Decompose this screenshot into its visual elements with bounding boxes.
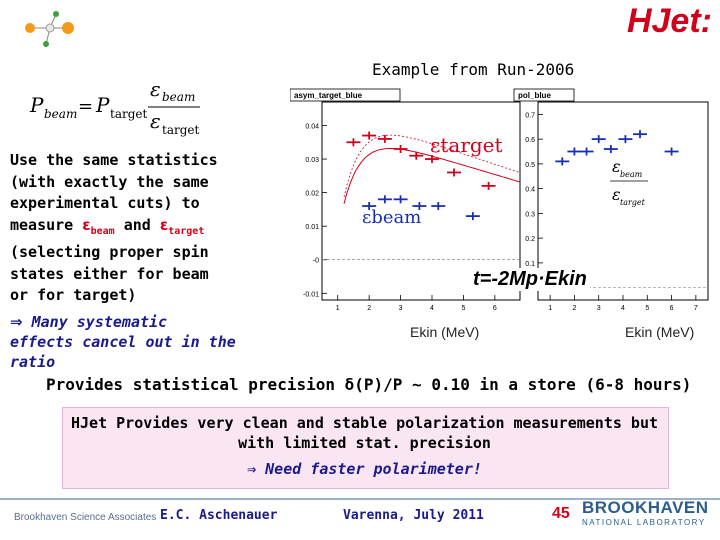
eps-target-label: εtarget	[430, 133, 503, 157]
t-formula-label: t=-2Mp·Ekin	[470, 268, 590, 291]
method-description: Use the same statistics (with exactly th…	[10, 150, 280, 307]
x-axis-label-left: Ekin (MeV)	[410, 324, 480, 340]
method-text: measure	[10, 215, 83, 234]
left-y-tick-label: -0.01	[303, 291, 319, 298]
footer-place: Varenna, July 2011	[343, 508, 484, 523]
left-x-tick-label: 2	[367, 305, 371, 312]
page-number: 45	[552, 505, 570, 522]
svg-text:beam: beam	[620, 170, 643, 179]
left-x-tick-label: 1	[336, 305, 340, 312]
footer-author: E.C. Aschenauer	[160, 508, 278, 523]
formula-num-eps: ε	[150, 78, 161, 101]
summary-line: HJet Provides very clean and stable pola…	[71, 414, 658, 432]
epsilon-sub: beam	[90, 225, 115, 237]
method-line: states either for beam	[10, 264, 209, 283]
formula-eq: =	[78, 96, 93, 117]
method-line: measure εbeam and εtarget	[10, 215, 280, 243]
slide-subtitle: Example from Run-2006	[372, 60, 575, 79]
left-x-tick-label: 6	[493, 305, 497, 312]
left-y-tick-label: 0.02	[305, 191, 319, 198]
formula-rhs-sub: target	[110, 107, 147, 121]
need-polarimeter: ⇒ Need faster polarimeter!	[247, 460, 482, 478]
left-y-tick-label: 0.01	[305, 224, 319, 231]
asymmetry-plots: asym_target_blue pol_blue -0.01 -0 0.01 0.0…	[290, 88, 709, 312]
systematic-text: Many systematic	[22, 313, 168, 331]
formula-lhs: P	[29, 93, 44, 117]
eps-beam-label: εbeam	[362, 207, 421, 228]
left-x-tick-label: 5	[461, 305, 465, 312]
molecule-logo-icon	[25, 11, 74, 47]
method-line: Use the same statistics	[10, 151, 218, 169]
right-x-tick-label: 1	[548, 305, 552, 312]
method-line: (selecting proper spin	[10, 243, 209, 261]
left-y-tick-label: 0.04	[305, 123, 319, 130]
svg-text:ε: ε	[612, 185, 621, 204]
right-y-tick-label: 0.2	[525, 236, 535, 243]
left-x-tick-label: 4	[430, 305, 434, 312]
right-y-tick-label: 0.3	[525, 211, 535, 218]
right-y-tick-label: 0.7	[525, 112, 535, 119]
right-x-tick-label: 2	[572, 305, 576, 312]
method-line: or for target)	[10, 286, 137, 304]
method-line: (with exactly the same	[10, 172, 209, 191]
right-y-tick-label: 0.1	[525, 261, 535, 268]
right-y-tick-label: 0.5	[525, 162, 535, 169]
x-axis-label-right: Ekin (MeV)	[625, 324, 695, 340]
right-x-tick-label: 7	[694, 305, 698, 312]
right-x-tick-label: 4	[621, 305, 625, 312]
left-plot-frame	[321, 101, 521, 301]
formula-den-eps: ε	[150, 109, 161, 133]
svg-text:target: target	[620, 198, 646, 207]
right-x-tick-label: 5	[645, 305, 649, 312]
systematic-line: ratio	[10, 353, 56, 371]
right-x-tick-label: 6	[670, 305, 674, 312]
systematic-line: ⇒ Many systematic	[10, 312, 260, 332]
left-plot-title: asym_target_blue	[294, 91, 363, 100]
target-fit-curve	[343, 148, 521, 204]
right-x-tick-label: 3	[597, 305, 601, 312]
logo-line1: BROOKHAVEN	[582, 498, 709, 517]
implies-arrow-icon: ⇒	[10, 313, 23, 331]
summary-box	[62, 407, 669, 489]
formula-lhs-sub: beam	[44, 107, 77, 121]
epsilon-symbol: ε	[82, 215, 91, 234]
left-y-tick-label: 0.03	[305, 157, 319, 164]
footer-org: Brookhaven Science Associates	[14, 512, 157, 523]
footer-divider	[0, 498, 720, 500]
svg-text:ε: ε	[612, 157, 621, 176]
logo-line2: NATIONAL LABORATORY	[582, 518, 706, 527]
formula-den-sub: target	[162, 123, 199, 137]
right-y-tick-label: 0.6	[525, 137, 535, 144]
right-plot-title: pol_blue	[518, 91, 551, 100]
left-x-tick-label: 3	[399, 305, 403, 312]
method-line: experimental cuts) to	[10, 194, 200, 212]
summary-text: HJet Provides very clean and stable pola…	[62, 413, 667, 453]
formula-rhs: P	[95, 93, 110, 117]
right-plot-title-box	[513, 88, 575, 102]
systematic-note: ⇒ Many systematic effects cancel out in …	[10, 312, 260, 372]
brookhaven-logo: BROOKHAVEN NATIONAL LABORATORY	[582, 498, 712, 534]
target-fit-curve-dashed	[343, 134, 521, 198]
method-text: and	[114, 215, 160, 234]
epsilon-sub: target	[168, 225, 205, 237]
left-plot-title-box	[290, 88, 401, 102]
left-y-tick-label: -0	[313, 258, 319, 265]
epsilon-symbol: ε	[159, 215, 169, 234]
summary-line: with limited stat. precision	[238, 434, 491, 452]
right-y-tick-label: 0.4	[525, 187, 535, 194]
formula-num-sub: beam	[162, 90, 195, 104]
slide-title: HJet:	[626, 2, 712, 40]
right-plot-frame	[537, 101, 709, 301]
systematic-line: effects cancel out in the	[10, 333, 236, 351]
precision-statement: Provides statistical precision δ(P)/P ~ …	[46, 375, 692, 394]
ratio-formula: P beam = P target ε beam ε target	[29, 78, 200, 137]
